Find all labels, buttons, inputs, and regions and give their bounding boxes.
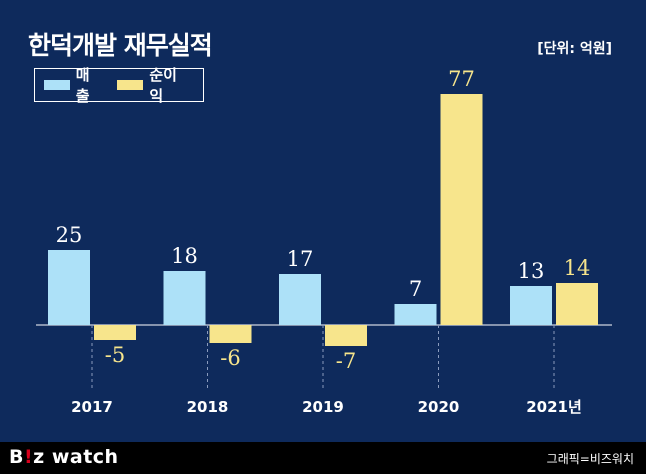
x-tick-label: 2018 bbox=[187, 398, 229, 416]
bar-revenue bbox=[279, 274, 321, 325]
x-tick-label: 2019 bbox=[302, 398, 344, 416]
unit-label: [단위: 억원] bbox=[537, 41, 612, 57]
data-label: 14 bbox=[564, 256, 591, 280]
legend-label-net-income: 순이익 bbox=[149, 66, 177, 105]
data-label: 18 bbox=[171, 244, 198, 268]
legend: 매출 순이익 bbox=[34, 66, 204, 105]
legend-item-revenue: 매출 bbox=[44, 64, 99, 106]
legend-swatch-net-income bbox=[117, 80, 144, 90]
bar-net-income bbox=[94, 325, 136, 340]
bizwatch-logo: B!z watch bbox=[9, 446, 119, 468]
bar-revenue bbox=[48, 250, 90, 325]
bar-revenue bbox=[394, 304, 437, 325]
page-title: 한덕개발 재무실적 bbox=[28, 31, 213, 60]
x-tick-label: 2017 bbox=[71, 398, 113, 416]
data-label: 25 bbox=[56, 223, 83, 247]
data-label: 13 bbox=[518, 259, 545, 283]
bar-net-income bbox=[325, 325, 367, 346]
bar-revenue bbox=[163, 271, 206, 325]
bar-revenue bbox=[510, 286, 552, 325]
bar-net-income bbox=[556, 283, 598, 325]
data-label: -6 bbox=[220, 346, 240, 370]
x-tick-label: 2021년 bbox=[526, 398, 582, 416]
data-label: -7 bbox=[336, 349, 356, 373]
data-label: 7 bbox=[409, 277, 422, 301]
x-tick-label: 2020 bbox=[418, 398, 460, 416]
footer: B!z watch 그래픽=비즈워치 bbox=[0, 442, 646, 474]
legend-label-revenue: 매출 bbox=[75, 66, 90, 105]
bar-net-income bbox=[440, 94, 483, 325]
data-label: -5 bbox=[105, 343, 125, 367]
legend-item-net-income: 순이익 bbox=[117, 64, 185, 106]
legend-swatch-revenue bbox=[44, 80, 70, 90]
graphic-credit: 그래픽=비즈워치 bbox=[546, 452, 634, 466]
bar-net-income bbox=[209, 325, 252, 343]
data-label: 77 bbox=[448, 67, 475, 91]
data-label: 17 bbox=[287, 247, 314, 271]
